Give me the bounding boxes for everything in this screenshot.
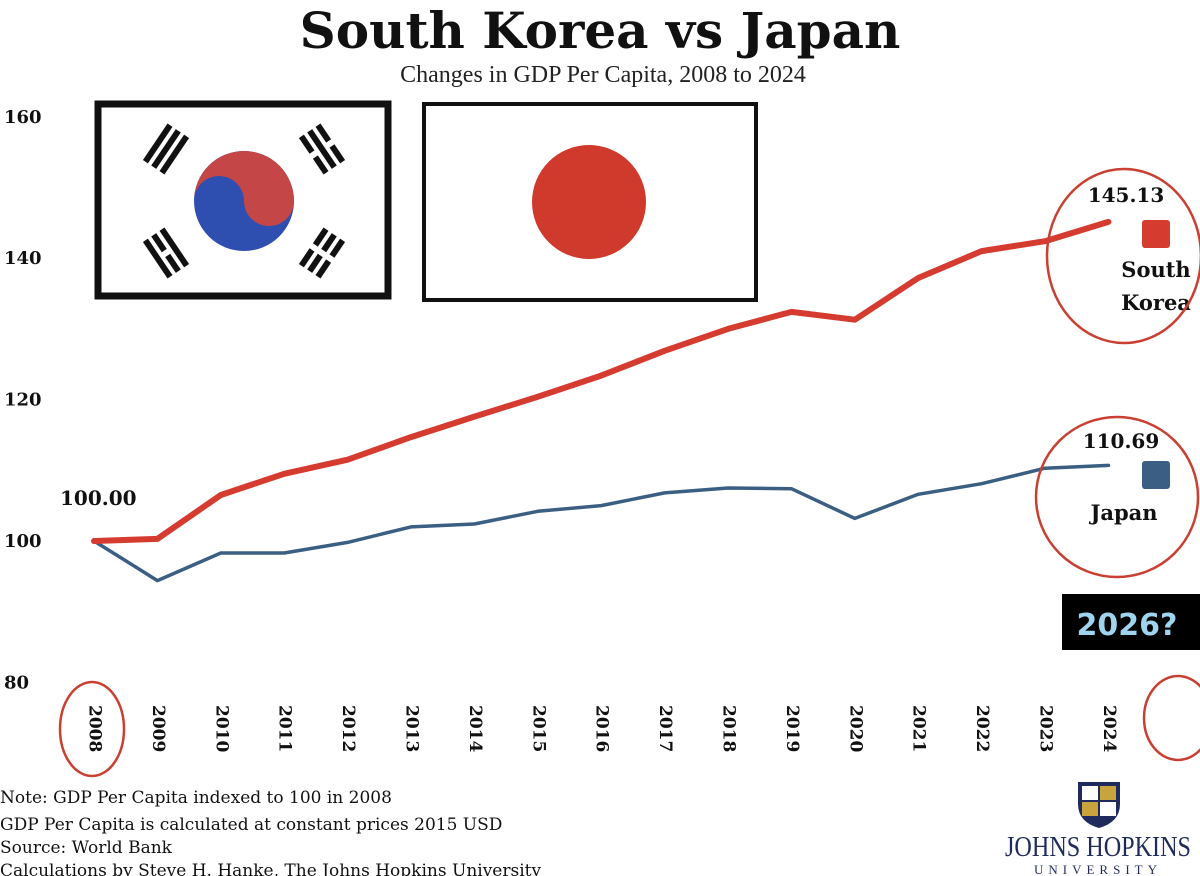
shield-icon: [1078, 782, 1120, 828]
y-tick-label: 80: [4, 672, 29, 693]
x-tick-label: 2015: [528, 705, 548, 752]
series-lines: [91, 218, 1112, 583]
y-axis: 80 100 120 140 160: [4, 107, 42, 694]
johns-hopkins-logo: JOHNS HOPKINS UNIVERSITY: [1005, 782, 1191, 876]
x-tick-label: 2008: [85, 705, 105, 752]
logo-name: JOHNS HOPKINS: [1005, 832, 1191, 863]
x-tick-label: 2021: [909, 705, 929, 752]
x-tick-label: 2014: [465, 705, 485, 752]
south-korea-circle: [1045, 167, 1200, 345]
x-tick-label: 2023: [1036, 705, 1056, 752]
japan-flag-icon: [422, 102, 758, 302]
start-value-label: 100.00: [60, 486, 137, 510]
year-2026-circle: [1142, 674, 1200, 762]
south-korea-end-label: 145.13: [1088, 183, 1165, 207]
south-korea-legend-swatch: [1142, 220, 1170, 248]
note-line-3: Source: World Bank: [0, 838, 173, 858]
south-korea-legend-line1: South: [1121, 257, 1190, 282]
japan-line: [92, 463, 1111, 583]
japan-legend-label: Japan: [1088, 500, 1157, 525]
note-line-1: Note: GDP Per Capita indexed to 100 in 2…: [0, 788, 392, 808]
japan-circle: [1034, 415, 1200, 579]
x-tick-label: 2012: [338, 705, 358, 752]
year-2008-circle: [58, 680, 126, 778]
south-korea-line: [91, 218, 1112, 544]
x-tick-label: 2010: [211, 705, 231, 752]
x-tick-label: 2013: [402, 705, 422, 752]
x-tick-label: 2018: [719, 705, 739, 752]
x-tick-label: 2011: [275, 705, 295, 752]
legend: South Korea Japan: [1088, 220, 1191, 525]
callout-2026: 2026?: [1062, 594, 1200, 650]
x-tick-label: 2017: [655, 705, 675, 752]
logo-sub: UNIVERSITY: [1034, 862, 1162, 876]
chart-title: South Korea vs Japan: [300, 1, 901, 60]
y-tick-label: 160: [4, 107, 42, 128]
note-line-4: Calculations by Steve H. Hanke, The John…: [0, 861, 541, 876]
x-tick-label: 2020: [845, 705, 865, 752]
y-tick-label: 100: [4, 531, 42, 552]
south-korea-legend-line2: Korea: [1121, 290, 1191, 315]
x-tick-label: 2019: [782, 705, 802, 752]
japan-legend-swatch: [1142, 461, 1170, 489]
notes: Note: GDP Per Capita indexed to 100 in 2…: [0, 788, 541, 876]
south-korea-flag-icon: [94, 100, 392, 300]
x-tick-label: 2024: [1099, 705, 1119, 752]
x-axis: 2008 2009 2010 2011 2012 2013 2014 2015 2016 2017…: [85, 705, 1119, 752]
note-line-2: GDP Per Capita is calculated at constant…: [0, 815, 502, 835]
x-tick-label: 2022: [972, 705, 992, 752]
japan-end-label: 110.69: [1083, 429, 1160, 453]
y-tick-label: 140: [4, 248, 42, 269]
callout-2026-text: 2026?: [1077, 608, 1178, 643]
x-tick-label: 2016: [592, 705, 612, 752]
x-tick-label: 2009: [148, 705, 168, 752]
chart-subtitle: Changes in GDP Per Capita, 2008 to 2024: [400, 62, 806, 88]
y-tick-label: 120: [4, 390, 42, 411]
annotation-circles: [58, 167, 1200, 778]
